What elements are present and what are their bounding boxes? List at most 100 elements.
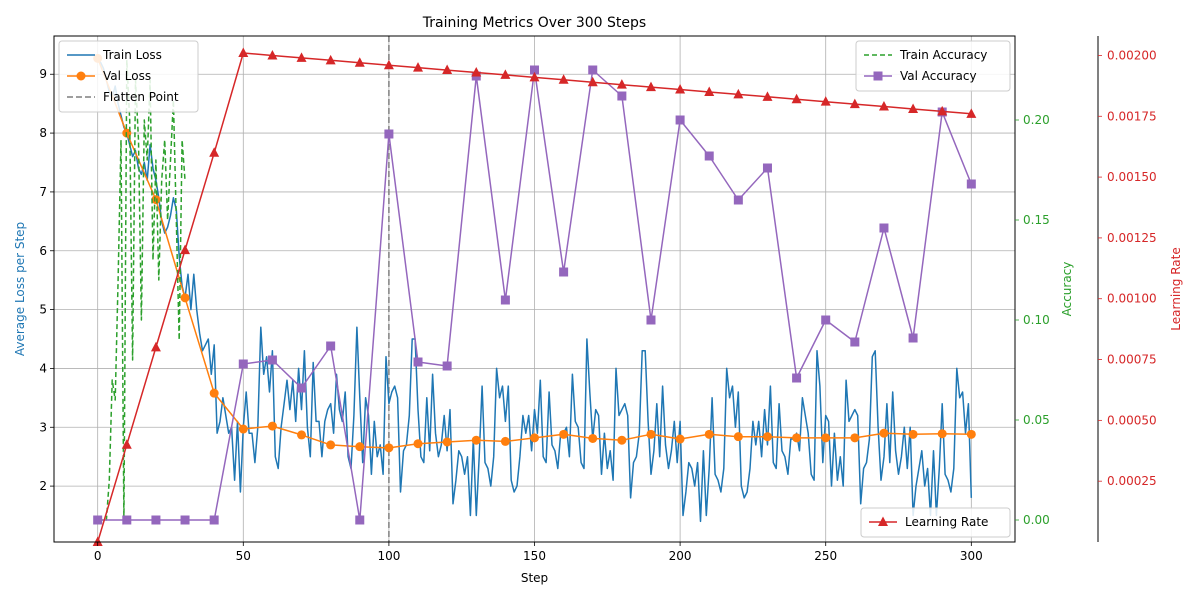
val-accuracy-point — [355, 515, 365, 525]
val-loss-point — [151, 195, 161, 205]
val-accuracy-point — [908, 333, 918, 343]
learning-rate-tick-label: 0.00200 — [1107, 48, 1157, 62]
val-loss-point — [471, 435, 481, 445]
left-y-tick-label: 2 — [39, 479, 47, 493]
val-accuracy-point — [850, 337, 860, 347]
left-y-tick-label: 8 — [39, 126, 47, 140]
val-loss-point — [792, 433, 802, 443]
val-loss-point — [530, 433, 539, 443]
accuracy-tick-label: 0.10 — [1023, 313, 1050, 327]
val-accuracy-point — [209, 515, 219, 525]
val-loss-point — [821, 433, 831, 443]
series-layer — [92, 36, 977, 546]
learning-rate-tick-label: 0.00150 — [1107, 170, 1157, 184]
val-accuracy-point — [122, 515, 132, 525]
val-accuracy-point — [93, 515, 103, 525]
left-y-tick-label: 4 — [39, 361, 47, 375]
val-loss-point — [442, 437, 452, 447]
accuracy-axis-label: Accuracy — [1060, 262, 1074, 317]
learning-rate-point — [675, 84, 686, 94]
val-accuracy-point — [879, 223, 889, 233]
val-loss-point — [413, 439, 423, 449]
learning-rate-legend-marker — [878, 516, 888, 526]
val-accuracy-point — [267, 355, 277, 365]
left-y-tick-label: 3 — [39, 420, 47, 434]
val-accuracy-point — [704, 151, 714, 161]
learning-rate-point — [616, 79, 627, 89]
val-loss-point — [297, 430, 307, 440]
learning-rate-point — [587, 76, 598, 87]
val-loss-point — [500, 436, 510, 446]
learning-rate-tick-label: 0.00025 — [1107, 474, 1157, 488]
learning-rate-point — [92, 536, 103, 546]
accuracy-tick-label: 0.20 — [1023, 113, 1050, 127]
x-tick-label: 300 — [960, 549, 983, 563]
val-accuracy-point — [966, 179, 976, 189]
left-y-tick-label: 7 — [39, 185, 47, 199]
learning-rate-point — [908, 103, 919, 113]
x-tick-label: 200 — [669, 549, 692, 563]
val-accuracy-point — [762, 163, 772, 173]
learning-rate-point — [937, 105, 948, 116]
learning-rate-point — [529, 71, 540, 82]
val-loss-point — [267, 421, 277, 431]
x-tick-label: 0 — [94, 549, 102, 563]
left-y-tick-label: 6 — [39, 244, 47, 258]
val-accuracy-point — [442, 361, 452, 371]
val-accuracy-point — [500, 295, 510, 305]
val-accuracy-point — [646, 315, 656, 325]
loss-legend-label: Flatten Point — [103, 90, 179, 104]
val-accuracy-point — [530, 65, 539, 75]
learning-rate-point — [645, 81, 656, 92]
learning-rate-point — [849, 98, 860, 109]
left-axis-label: Average Loss per Step — [13, 222, 27, 356]
learning-rate-tick-label: 0.00075 — [1107, 353, 1157, 367]
learning-rate-point — [791, 93, 802, 104]
val-loss-point — [384, 443, 394, 453]
x-tick-label: 150 — [523, 549, 546, 563]
val-loss-point — [850, 433, 860, 443]
accuracy-tick-label: 0.05 — [1023, 413, 1050, 427]
val-loss-point — [762, 432, 772, 442]
val-loss-point — [704, 429, 714, 439]
learning-rate-point — [966, 108, 977, 118]
accuracy-legend-label: Train Accuracy — [899, 48, 987, 62]
val-accuracy-point — [675, 115, 685, 125]
val-accuracy-point — [384, 129, 394, 139]
val-accuracy-point — [297, 383, 307, 393]
val-loss-point — [937, 429, 947, 439]
learning-rate-point — [442, 64, 453, 75]
axes: 0 50 100 150 200 250 300 2 3 4 5 6 7 8 9 0.00 0.05 0.10 0.… — [39, 36, 1157, 563]
learning-rate-point — [413, 62, 424, 72]
val-loss-point — [559, 429, 569, 439]
val-loss-point — [675, 434, 685, 444]
learning-rate-point — [180, 244, 191, 255]
val-loss-point — [180, 293, 190, 303]
accuracy-tick-label: 0.00 — [1023, 513, 1050, 527]
val-accuracy-point — [326, 341, 336, 351]
val-loss-point — [326, 440, 336, 450]
val-accuracy-point — [559, 267, 569, 277]
val-loss-point — [617, 435, 627, 445]
val-accuracy-point — [413, 357, 423, 367]
x-tick-label: 100 — [377, 549, 400, 563]
chart-title: Training Metrics Over 300 Steps — [422, 15, 646, 31]
learning-rate-point — [238, 47, 249, 58]
val-loss-point — [588, 433, 598, 443]
loss-legend-marker — [76, 71, 86, 81]
val-loss-point — [879, 428, 889, 438]
learning-rate-point — [267, 49, 278, 60]
val-loss-point — [966, 429, 976, 439]
learning-rate-point — [733, 88, 744, 99]
learning-rate-point — [558, 74, 569, 84]
val-accuracy-point — [151, 515, 161, 525]
learning-rate-tick-label: 0.00175 — [1107, 109, 1157, 123]
val-loss-point — [646, 429, 656, 439]
val-accuracy-point — [821, 315, 831, 325]
learning-rate-point — [762, 91, 773, 101]
learning-rate-point — [121, 439, 132, 449]
learning-rate-point — [471, 66, 482, 77]
val-accuracy-point — [733, 195, 743, 205]
